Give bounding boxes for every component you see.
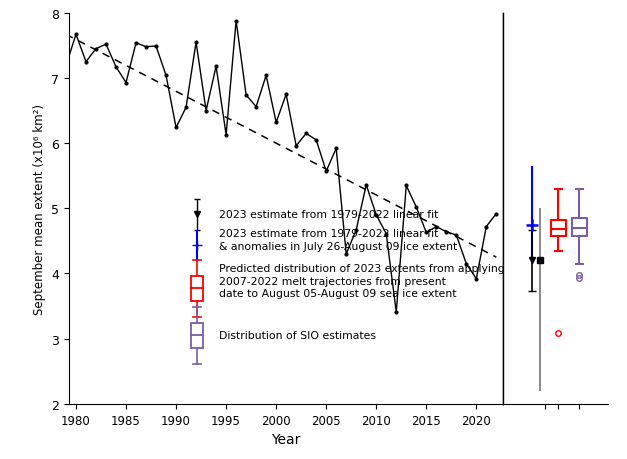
Text: Distribution of SIO estimates: Distribution of SIO estimates [219, 330, 376, 341]
Text: 2023 estimate from 1979-2022 linear fit: 2023 estimate from 1979-2022 linear fit [219, 210, 438, 220]
Y-axis label: September mean extent (x10⁶ km²): September mean extent (x10⁶ km²) [33, 104, 46, 314]
Bar [191, 323, 203, 348]
Bar [191, 276, 203, 302]
X-axis label: Year: Year [271, 432, 301, 446]
Text: Predicted distribution of 2023 extents from applying
2007-2022 melt trajectories: Predicted distribution of 2023 extents f… [219, 263, 505, 298]
Text: 2023 estimate from 1979-2022 linear fit
& anomalies in July 26-August 09 ice ext: 2023 estimate from 1979-2022 linear fit … [219, 229, 457, 251]
